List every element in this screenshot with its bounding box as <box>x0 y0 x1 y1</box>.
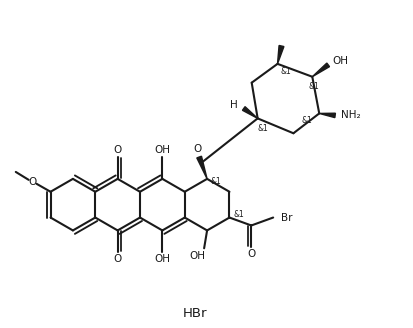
Text: OH: OH <box>331 56 347 66</box>
Text: O: O <box>192 144 201 154</box>
Text: O: O <box>28 177 37 187</box>
Text: O: O <box>247 249 255 259</box>
Polygon shape <box>277 46 283 64</box>
Polygon shape <box>196 156 206 179</box>
Text: &1: &1 <box>256 124 267 133</box>
Polygon shape <box>242 107 257 118</box>
Polygon shape <box>311 63 329 77</box>
Text: &1: &1 <box>280 67 290 76</box>
Text: &1: &1 <box>308 82 319 91</box>
Text: &1: &1 <box>301 116 312 125</box>
Text: Br: Br <box>281 213 292 222</box>
Text: OH: OH <box>189 251 205 261</box>
Text: OH: OH <box>154 145 170 155</box>
Text: HBr: HBr <box>183 307 207 320</box>
Text: O: O <box>113 254 121 264</box>
Text: OH: OH <box>154 254 170 264</box>
Text: H: H <box>229 100 237 111</box>
Text: O: O <box>113 145 121 155</box>
Polygon shape <box>318 113 335 118</box>
Text: NH₂: NH₂ <box>340 111 360 120</box>
Text: &1: &1 <box>210 177 221 186</box>
Text: &1: &1 <box>233 210 243 219</box>
